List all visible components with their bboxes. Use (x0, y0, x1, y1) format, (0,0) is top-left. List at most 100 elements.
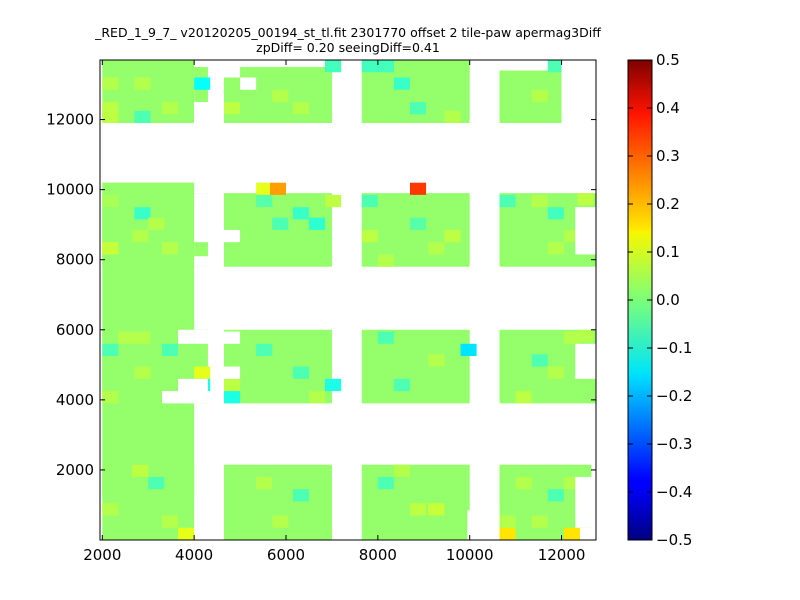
empty-region (194, 193, 208, 243)
heatmap-cell (547, 207, 564, 220)
heatmap-cell (162, 242, 179, 255)
x-tick-label: 10000 (446, 546, 494, 564)
empty-region (224, 331, 241, 344)
heatmap-cell (272, 515, 289, 528)
heatmap-cell (499, 515, 516, 528)
empty-region (194, 60, 208, 68)
heatmap-cell (393, 378, 410, 392)
y-tick-label: 8000 (56, 251, 94, 269)
heatmap-cell (224, 102, 241, 115)
heatmap-cell (428, 354, 445, 367)
heatmap-cell (292, 489, 309, 502)
heatmap-cell (256, 343, 273, 357)
heatmap-cell (515, 476, 532, 490)
colorbar-tick-label: 0.1 (656, 243, 680, 261)
heatmap-cell (134, 207, 151, 220)
chart-title: _RED_1_9_7_ v20120205_00194_st_tl.fit 23… (94, 25, 601, 40)
heatmap-cell (547, 366, 564, 379)
heatmap-cell (102, 77, 119, 90)
heatmap-cell (547, 60, 564, 73)
heatmap-cell (377, 331, 394, 344)
y-tick-label: 6000 (56, 321, 94, 339)
heatmap-block (499, 70, 562, 124)
heatmap-cell (361, 194, 378, 208)
heatmap-cell (377, 476, 394, 490)
heatmap-cell (499, 527, 516, 540)
heatmap-cell (499, 194, 516, 208)
heatmap-cell (308, 391, 326, 404)
x-tick-label: 8000 (359, 546, 397, 564)
empty-region (162, 391, 179, 404)
heatmap-cell (134, 110, 151, 124)
heatmap-cell (444, 229, 461, 243)
heatmap-cell (460, 343, 477, 357)
heatmap-cell (132, 229, 149, 243)
heatmap-cell (377, 254, 394, 267)
heatmap-cell (194, 366, 211, 379)
heatmap-cell (134, 366, 151, 379)
y-tick-label: 2000 (56, 461, 94, 479)
empty-region (178, 329, 195, 344)
y-tick-label: 4000 (56, 391, 94, 409)
empty-region (575, 207, 596, 255)
heatmap-cell (547, 242, 564, 255)
heatmap-cell (102, 343, 119, 357)
empty-region (224, 67, 241, 78)
colorbar-ticks: 0.5 0.4 0.3 0.2 0.1 0.0 −0.1 −0.2 −0.3 −0.4 −0.5 (628, 51, 692, 549)
chart-subtitle: zpDiff= 0.20 seeingDiff=0.41 (256, 40, 440, 55)
empty-region (178, 378, 208, 404)
y-tick-label: 12000 (46, 111, 94, 129)
heatmap-cell (393, 77, 410, 90)
x-tick-label: 2000 (83, 546, 121, 564)
empty-region (224, 229, 241, 243)
heatmap-cell (292, 207, 309, 220)
heatmap-cell (308, 217, 326, 230)
heatmap-cell (531, 89, 548, 103)
colorbar-tick-label: 0.5 (656, 51, 680, 69)
colorbar: 0.5 0.4 0.3 0.2 0.1 0.0 −0.1 −0.2 −0.3 −0.4 −0.5 (627, 51, 692, 549)
colorbar-tick-label: 0.4 (656, 99, 680, 117)
heatmap-cell (410, 102, 427, 115)
plot-area: 2000 4000 6000 8000 10000 12000 2000 4000 6000 8… (46, 59, 597, 564)
empty-region (194, 256, 208, 267)
x-tick-label: 12000 (538, 546, 586, 564)
heatmap-cell (148, 217, 165, 230)
heatmap-cell (292, 102, 309, 115)
empty-region (561, 60, 596, 124)
heatmap-cell (515, 391, 532, 404)
colorbar-tick-label: 0.2 (656, 195, 680, 213)
heatmap-block (361, 464, 470, 540)
heatmap-cell (102, 391, 119, 404)
heatmap-cell (102, 242, 119, 255)
heatmap-cell (325, 378, 342, 392)
heatmap-cell (162, 343, 179, 357)
colorbar-tick-label: −0.2 (656, 387, 692, 405)
heatmap-cell (563, 331, 580, 344)
heatmap-cells (102, 60, 596, 540)
empty-region (240, 77, 257, 90)
y-tick-label: 10000 (46, 181, 94, 199)
colorbar-tick-label: −0.3 (656, 435, 692, 453)
heatmap-cell (102, 102, 119, 115)
heatmap-cell (393, 464, 410, 477)
heatmap-cell (272, 217, 289, 230)
empty-region (194, 102, 208, 124)
heatmap-cell (162, 515, 179, 528)
heatmap-cell (272, 89, 289, 103)
heatmap-cell (577, 329, 594, 343)
colorbar-tick-label: −0.1 (656, 339, 692, 357)
heatmap-cell (361, 229, 378, 243)
heatmap-cell (428, 242, 445, 255)
empty-region (102, 123, 596, 183)
heatmap-cell (563, 527, 580, 540)
heatmap-cell (256, 182, 273, 195)
heatmap-block (224, 464, 332, 540)
heatmap-cell (194, 77, 211, 90)
y-axis: 2000 4000 6000 8000 10000 12000 (46, 111, 596, 479)
heatmap-cell (256, 476, 273, 490)
empty-region (575, 343, 596, 379)
heatmap-cell (102, 503, 119, 516)
heatmap-cell (531, 194, 548, 208)
empty-region (224, 366, 241, 379)
